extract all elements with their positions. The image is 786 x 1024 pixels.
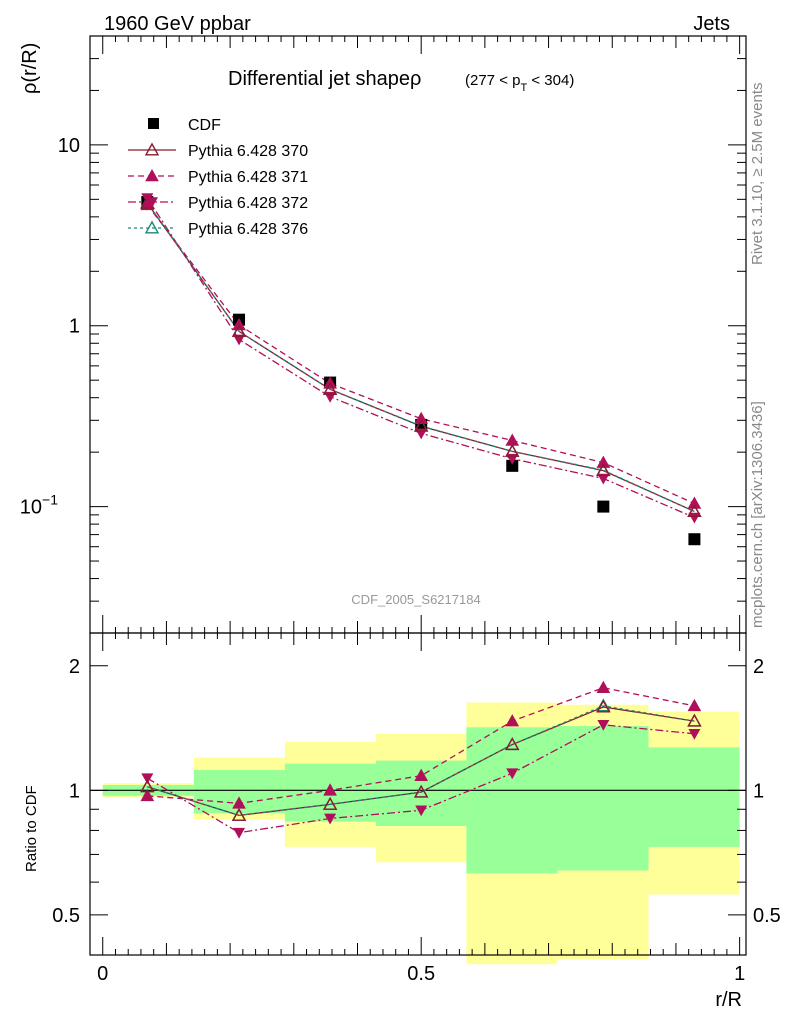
ratio-mc-point	[505, 714, 520, 727]
main-mc-point	[687, 504, 702, 517]
main-series-line	[146, 202, 695, 513]
ratio-mc-point	[687, 698, 702, 712]
ratio-mc-point	[597, 720, 610, 731]
main-y-tick-label: 10−1	[20, 492, 58, 519]
legend: CDF Pythia 6.428 370 Pythia 6.428 371 Py…	[128, 117, 308, 238]
main-title: Differential jet shapeρ	[228, 68, 421, 90]
analysis-watermark: CDF_2005_S6217184	[351, 592, 480, 607]
main-title-range: (277 < pT < 304)	[465, 72, 574, 94]
header-energy: 1960 GeV ppbar	[104, 13, 251, 35]
main-series	[140, 193, 702, 546]
legend-label-370: Pythia 6.428 370	[188, 143, 308, 160]
ratio-mc-point	[596, 680, 611, 694]
ratio-mc-point	[596, 699, 611, 713]
legend-series	[128, 142, 176, 234]
rivet-version-label: Rivet 3.1.10, ≥ 2.5M events	[749, 83, 766, 266]
main-mc-point	[233, 334, 246, 346]
ratio-mc-point	[140, 788, 155, 802]
ratio-y-axis-label: Ratio to CDF	[23, 785, 40, 872]
header-process: Jets	[693, 13, 730, 35]
mcplots-label: mcplots.cern.ch [arXiv:1306.3436]	[749, 401, 766, 628]
main-mc-point	[597, 473, 610, 485]
ratio-mc-point	[688, 728, 701, 740]
main-data-point	[688, 533, 701, 546]
main-mc-point	[688, 512, 701, 524]
main-mc-point	[415, 428, 428, 440]
main-y-tick-labels: 10 1 10−1	[20, 135, 80, 519]
legend-label-cdf: CDF	[188, 117, 221, 134]
ratio-mc-point	[324, 813, 337, 825]
legend-label-371: Pythia 6.428 371	[188, 169, 308, 186]
ratio-series-line	[147, 705, 695, 817]
ratio-band-green	[648, 747, 740, 847]
ratio-frame	[89, 632, 747, 956]
main-mc-point	[505, 433, 520, 446]
main-axis-ticks	[90, 35, 746, 634]
main-mc-point	[231, 323, 247, 337]
legend-marker-cdf	[148, 118, 159, 129]
ratio-y-tick-label-right: 0.5	[753, 905, 781, 927]
legend-marker	[146, 197, 158, 208]
ratio-mc-point	[233, 827, 246, 839]
legend-label-376: Pythia 6.428 376	[188, 221, 308, 238]
main-series-line	[146, 204, 695, 505]
main-series-line	[146, 202, 695, 513]
legend-marker	[144, 220, 160, 234]
legend-marker	[144, 142, 160, 156]
main-mc-point	[414, 411, 429, 425]
legend-marker	[145, 168, 159, 182]
main-data-point	[506, 459, 519, 472]
main-series-line	[146, 197, 695, 519]
ratio-mc-point	[323, 783, 337, 796]
x-tick-label: 0	[97, 963, 108, 985]
ratio-panel: Ratio to CDF r/R 2 2 1 1 0.5 0.5 0 0.5 1	[23, 632, 781, 1011]
ratio-mc-point	[415, 805, 428, 817]
x-axis-label: r/R	[715, 989, 742, 1011]
ratio-band-green	[466, 727, 558, 874]
main-mc-point	[596, 455, 611, 468]
ratio-series	[140, 680, 702, 839]
ratio-axis-ticks	[90, 633, 746, 956]
main-data-point	[597, 500, 610, 513]
main-panel: CDF_2005_S6217184 Differential jet shape…	[19, 35, 747, 634]
ratio-mc-point	[413, 784, 429, 798]
ratio-uncertainty-bands	[90, 702, 746, 965]
ratio-mc-point	[141, 773, 154, 785]
x-tick-label: 0.5	[407, 963, 435, 985]
ratio-tick-labels: 2 2 1 1 0.5 0.5 0 0.5 1	[52, 656, 781, 985]
ratio-y-tick-label-right: 1	[753, 780, 764, 802]
ratio-y-tick-label-right: 2	[753, 656, 764, 678]
ratio-mc-point	[140, 779, 155, 793]
ratio-mc-point	[506, 768, 519, 780]
ratio-y-tick-label-left: 0.5	[52, 905, 80, 927]
ratio-mc-point	[322, 796, 338, 810]
ratio-mc-point	[414, 768, 429, 781]
main-mc-point	[413, 418, 429, 432]
x-tick-label: 1	[734, 963, 745, 985]
ratio-y-tick-label-left: 1	[69, 780, 80, 802]
main-mc-point	[505, 443, 520, 457]
main-mc-point	[687, 496, 702, 509]
ratio-band-green	[557, 726, 649, 871]
main-y-tick-label: 1	[69, 316, 80, 338]
main-mc-point	[596, 463, 611, 477]
ratio-mc-point	[687, 713, 702, 727]
legend-label-372: Pythia 6.428 372	[188, 195, 308, 212]
ratio-mc-point	[231, 807, 247, 821]
ratio-mc-point	[505, 737, 520, 751]
main-y-axis-label: ρ(r/R)	[19, 43, 41, 94]
main-y-tick-label: 10	[58, 135, 80, 157]
main-mc-point	[322, 381, 338, 395]
ratio-y-tick-label-left: 2	[69, 656, 80, 678]
